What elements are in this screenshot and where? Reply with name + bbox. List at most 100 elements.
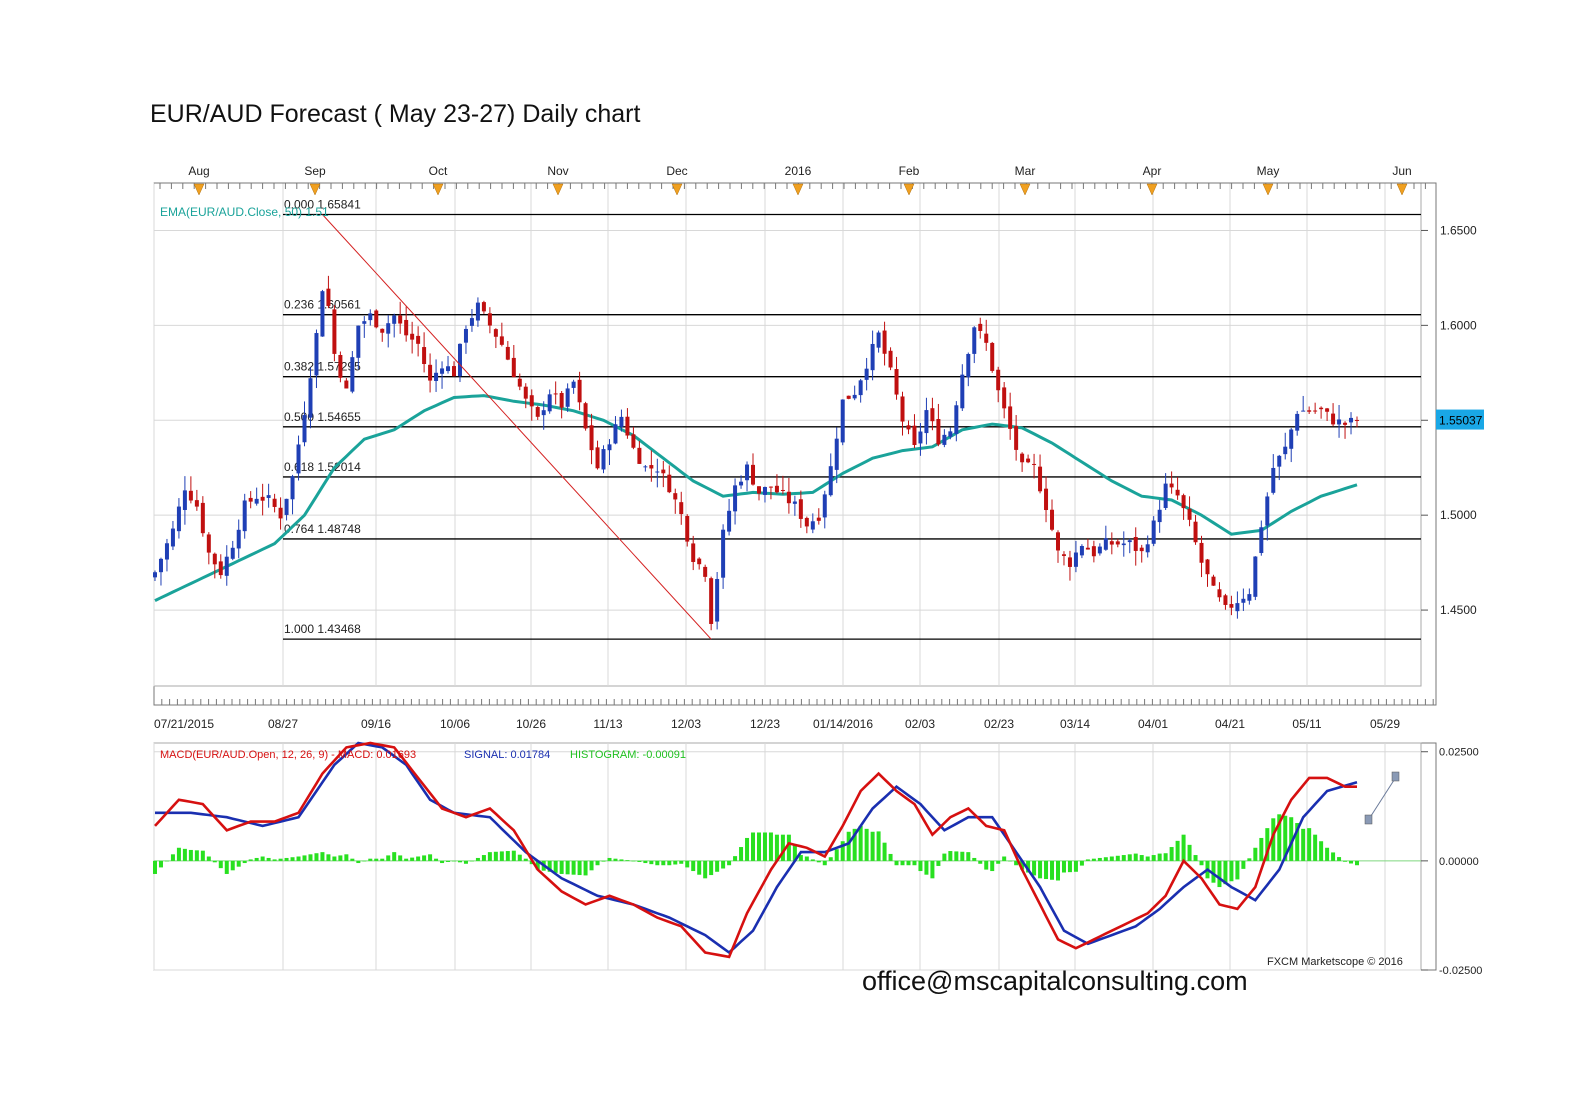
histogram-bar <box>768 832 773 861</box>
histogram-bar <box>1061 860 1066 873</box>
histogram-bar <box>1079 860 1084 866</box>
histogram-bar <box>1008 860 1013 862</box>
histogram-bar <box>1349 860 1354 864</box>
candle-body <box>1097 546 1102 554</box>
candle-body <box>1355 419 1359 421</box>
candle-body <box>260 496 265 501</box>
candle-body <box>685 516 690 542</box>
candle-body <box>469 318 474 326</box>
histogram-bar <box>625 860 630 861</box>
candle-body <box>164 543 169 560</box>
candle-body <box>553 393 558 395</box>
histogram-bar <box>595 860 600 866</box>
histogram-bar <box>553 860 558 873</box>
candle-body <box>762 486 767 495</box>
histogram-bar <box>1085 859 1090 861</box>
candle-body <box>942 434 947 445</box>
histogram-bar <box>577 860 582 876</box>
histogram-bar <box>1145 856 1150 861</box>
candle-body <box>1127 540 1132 543</box>
histogram-bar <box>1289 817 1294 861</box>
candle-body <box>727 510 732 532</box>
month-marker <box>193 183 205 196</box>
candle-body <box>990 342 995 371</box>
histogram-bar <box>583 860 588 876</box>
histogram-bar <box>224 860 229 874</box>
candle-body <box>1103 538 1108 550</box>
candle-body <box>1229 604 1234 608</box>
histogram-bar <box>828 857 833 861</box>
candle-body <box>768 486 773 488</box>
histogram-bar <box>1050 860 1055 880</box>
histogram-bar <box>314 853 319 861</box>
histogram-bar <box>392 852 397 861</box>
candle-body <box>876 332 881 348</box>
histogram-bar <box>1002 856 1007 861</box>
month-marker <box>1262 183 1274 196</box>
candle-body <box>296 444 301 474</box>
histogram-bar <box>589 860 594 871</box>
date-tick-label: 01/14/2016 <box>813 717 873 731</box>
candle-body <box>1157 509 1162 523</box>
histogram-bar <box>1319 841 1324 861</box>
candle-body <box>894 369 899 395</box>
macd-layer <box>153 741 1400 959</box>
histogram-bar <box>774 834 779 861</box>
histogram-bar <box>434 858 439 861</box>
candle-body <box>242 500 247 532</box>
candle-body <box>1061 554 1066 556</box>
candle-body <box>302 415 307 443</box>
histogram-bar <box>1151 855 1156 861</box>
candle-body <box>930 408 935 422</box>
top-month-label: Oct <box>429 164 448 178</box>
histogram-bar <box>930 860 935 879</box>
candle-body <box>900 396 905 422</box>
candle-body <box>631 434 636 448</box>
projection-line <box>1368 776 1397 820</box>
candle-body <box>308 378 313 418</box>
candle-body <box>960 374 965 409</box>
candle-body <box>547 394 552 412</box>
trendline <box>322 214 712 640</box>
histogram-bar <box>206 856 211 861</box>
histogram-bar <box>1103 857 1108 861</box>
top-month-label: Mar <box>1015 164 1036 178</box>
histogram-bar <box>1020 860 1025 870</box>
top-month-label: 2016 <box>785 164 812 178</box>
histogram-bar <box>517 854 522 861</box>
histogram-bar <box>1055 860 1060 881</box>
top-month-label: Dec <box>666 164 687 178</box>
histogram-bar <box>936 860 941 866</box>
histogram-bar <box>691 860 696 872</box>
histogram-bar <box>176 847 181 861</box>
candle-body <box>918 431 923 444</box>
candle-body <box>834 438 839 470</box>
price-tick-label: 1.4500 <box>1440 603 1477 617</box>
histogram-bar <box>1295 823 1300 861</box>
candle-body <box>1313 410 1318 412</box>
candle-body <box>792 501 797 504</box>
candle-body <box>1193 521 1198 543</box>
histogram-bar <box>290 857 295 861</box>
candle-body <box>206 534 211 553</box>
candle-body <box>386 323 391 334</box>
candle-body <box>1008 406 1013 429</box>
candle-body <box>625 416 630 436</box>
histogram-bar <box>1211 860 1216 883</box>
histogram-bar <box>649 860 654 865</box>
histogram-bar <box>499 851 504 861</box>
candle-body <box>1337 419 1342 425</box>
histogram-bar <box>529 860 534 865</box>
date-tick-label: 04/21 <box>1215 717 1245 731</box>
ema-label: EMA(EUR/AUD.Close, 50) 1.51 <box>160 205 329 219</box>
footer-email: office@mscapitalconsulting.com <box>862 966 1248 996</box>
candle-body <box>1259 527 1264 554</box>
histogram-bar <box>1038 860 1043 879</box>
candle-body <box>679 502 684 515</box>
histogram-bar <box>571 860 576 875</box>
fib-label: 0.618 1.52014 <box>284 460 361 474</box>
histogram-bar <box>1283 815 1288 861</box>
histogram-bar <box>1313 834 1318 861</box>
candle-body <box>1026 458 1031 463</box>
candle-body <box>840 399 845 443</box>
